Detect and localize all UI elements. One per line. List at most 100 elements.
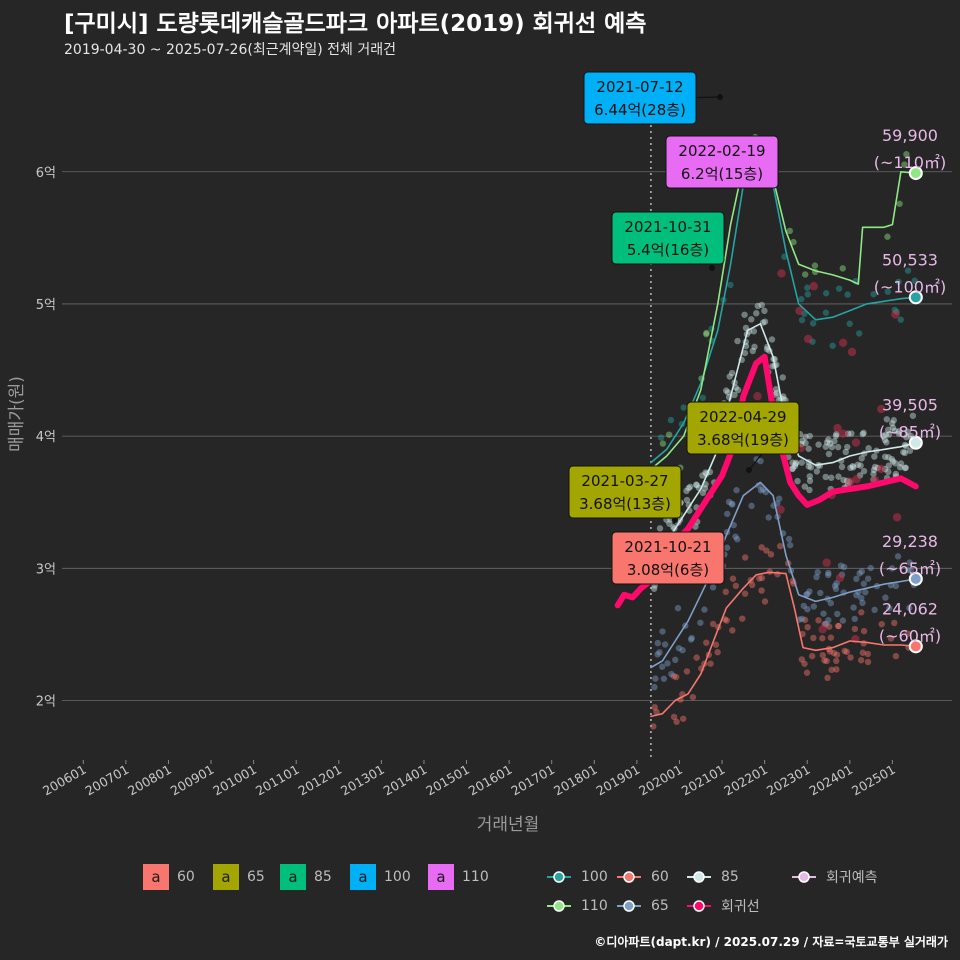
scatter-point [675,644,683,652]
scatter-point [763,547,770,554]
scatter-point [668,670,675,678]
scatter-point [904,267,912,274]
end-value-label: 59,900 [882,126,938,145]
scatter-point [804,291,812,298]
legend-area-item: a 65 [213,864,265,890]
legend-line-item: 회귀선 [685,896,760,916]
scatter-point [659,628,666,635]
y-axis-label: 매매가(원) [7,376,27,452]
scatter-point [887,635,895,642]
forecast-marker [776,505,785,514]
x-tick-label: 202101 [679,762,728,799]
scatter-point [822,309,830,316]
annotation-price: 6.2억(15층) [681,165,763,183]
scatter-point [654,651,661,658]
scatter-point [777,542,784,550]
forecast-marker [876,464,886,474]
x-tick-label: 201601 [466,762,515,799]
legend-area-key: a [428,864,454,890]
scatter-point [888,420,896,427]
scatter-point [701,606,708,613]
scatter-point [741,311,748,318]
scatter-point [895,278,902,285]
legend-area-label: 65 [247,869,265,885]
scatter-point [906,604,913,612]
scatter-point [741,349,749,357]
scatter-point [825,623,833,630]
scatter-point [656,525,664,532]
scatter-point [903,151,910,158]
scatter-point [892,652,900,660]
scatter-point [801,483,808,490]
scatter-point [825,450,833,458]
scatter-point [886,605,893,612]
scatter-point [858,609,865,616]
scatter-point [823,657,830,665]
scatter-point [891,619,898,627]
end-marker-110 [908,166,923,181]
scatter-point [761,318,769,325]
scatter-point [906,559,913,566]
end-marker-85 [908,435,923,450]
scatter-point [849,462,856,470]
scatter-point [733,486,740,494]
scatter-point [904,630,911,637]
scatter-point [853,575,860,583]
annotation-date: 2021-03-27 [581,472,668,490]
scatter-point [878,620,885,628]
scatter-point [841,647,848,655]
scatter-point [734,536,741,543]
scatter-point [654,639,661,647]
scatter-point [822,473,829,481]
scatter-point [901,449,909,457]
annotation-point [717,94,723,100]
scatter-point [848,430,855,437]
scatter-point [801,660,808,667]
scatter-point [871,463,879,471]
scatter-point [840,476,847,484]
scatter-point [670,672,677,680]
scatter-point [661,641,669,648]
scatter-point [712,641,720,648]
scatter-point [703,331,710,338]
scatter-point [856,330,863,337]
scatter-point [840,563,848,571]
scatter-point [892,470,900,478]
x-tick-label: 201901 [594,762,643,799]
scatter-point [885,468,892,476]
scatter-point [781,253,788,260]
scatter-point [727,281,734,289]
annotation-box [686,401,800,455]
scatter-point [804,590,811,598]
scatter-point [802,433,809,440]
forecast-marker [822,558,831,567]
scatter-point [902,464,909,471]
series-line-65 [650,481,917,669]
annotation-price: 5.4억(16층) [627,241,709,259]
legend-area-key: a [350,864,376,890]
scatter-point [822,443,830,450]
scatter-point [832,432,840,440]
scatter-point [801,616,809,624]
legend-line-label: 60 [651,869,669,885]
scatter-point [828,443,836,451]
scatter-point [834,610,841,618]
scatter-point [723,617,730,624]
scatter-point [847,464,854,472]
scatter-point [714,649,721,656]
scatter-point [651,683,658,691]
legend-line-label: 85 [721,869,739,885]
scatter-point [659,440,667,447]
scatter-point [833,666,840,673]
legend-area-label: 85 [314,869,332,885]
annotation-box [583,71,697,125]
scatter-point [693,482,700,489]
scatter-point [804,284,811,291]
scatter-point [860,467,868,475]
legend-line-dot [553,900,565,912]
scatter-point [657,434,665,441]
scatter-point [798,295,805,303]
scatter-point [885,454,892,461]
scatter-point [734,386,742,394]
scatter-point [870,291,877,298]
